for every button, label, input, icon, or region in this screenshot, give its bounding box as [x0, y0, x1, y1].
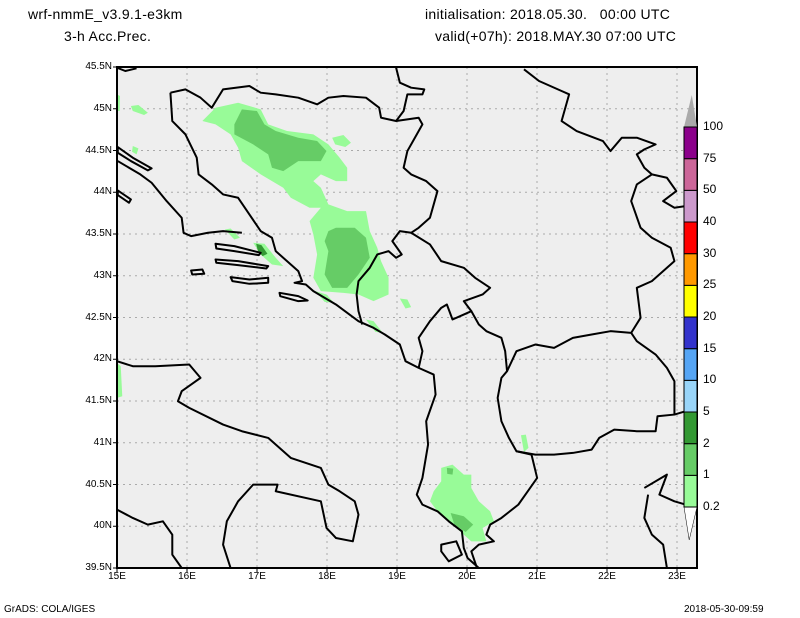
- colorbar-label: 10: [703, 372, 717, 387]
- border-albania-greece: [471, 455, 537, 568]
- footer-credit: GrADS: COLA/IGES: [4, 604, 96, 615]
- lat-label: 40N: [93, 520, 112, 532]
- coastline-italy: [117, 361, 358, 568]
- lon-label: 16E: [178, 571, 196, 582]
- lat-label: 44N: [93, 186, 112, 198]
- lon-label: 20E: [458, 571, 476, 582]
- precip-medium: [234, 109, 474, 532]
- precip-area: [130, 105, 148, 116]
- colorbar: [683, 95, 698, 541]
- precip-area: [520, 434, 529, 452]
- colorbar-label: 1: [703, 467, 710, 482]
- lat-label: 43N: [93, 269, 112, 281]
- colorbar-label: 25: [703, 277, 717, 292]
- border-greece-north: [644, 475, 697, 508]
- coastlines-borders: [117, 68, 697, 568]
- colorbar-label: 50: [703, 182, 717, 197]
- colorbar-label: 20: [703, 309, 717, 323]
- colorbar-swatch: [683, 316, 698, 350]
- precip-area: [132, 146, 139, 155]
- colorbar-label: 40: [703, 214, 717, 228]
- precip-area: [450, 512, 474, 532]
- colorbar-swatch: [683, 126, 698, 160]
- lat-label: 40.5N: [85, 478, 112, 490]
- lon-label: 21E: [528, 571, 546, 582]
- border-montenegro: [357, 231, 412, 324]
- field-title: 3-h Acc.Prec.: [64, 28, 152, 44]
- precip-area: [234, 109, 327, 172]
- lat-label: 41N: [93, 436, 112, 448]
- lon-label: 17E: [248, 571, 266, 582]
- axis-ticks: [113, 66, 678, 572]
- colorbar-label: 100: [703, 119, 724, 133]
- lon-label: 23E: [668, 571, 686, 582]
- colorbar-swatch: [683, 474, 698, 508]
- border-macedonia: [507, 331, 674, 454]
- colorbar-label: 15: [703, 340, 717, 355]
- colorbar-swatch: [683, 379, 698, 413]
- island: [191, 269, 204, 274]
- border-serbia-romania: [524, 69, 656, 174]
- precip-area: [429, 464, 494, 542]
- lat-label: 44.5N: [85, 144, 112, 156]
- valid-time: valid(+07h): 2018.MAY.30 07:00 UTC: [435, 28, 677, 44]
- lon-label: 22E: [598, 571, 616, 582]
- island: [216, 244, 261, 255]
- colorbar-swatch: [683, 284, 698, 318]
- lat-label: 45.5N: [85, 61, 112, 72]
- island: [216, 259, 269, 268]
- precip-heavy: [256, 243, 268, 257]
- colorbar-swatch: [683, 443, 698, 476]
- border-croatia-serbia: [396, 68, 424, 121]
- colorbar-over-triangle: [684, 95, 697, 127]
- colorbar-swatch: [683, 348, 698, 381]
- precip-area: [117, 362, 123, 398]
- lat-label: 42.5N: [85, 311, 112, 323]
- precip-area: [256, 243, 268, 257]
- island: [231, 277, 269, 284]
- lat-label: 41.5N: [85, 395, 112, 406]
- border-bosnia-north: [170, 86, 437, 233]
- map-content: [117, 68, 697, 568]
- lon-label: 15E: [108, 571, 126, 582]
- lat-label: 39.5N: [85, 562, 112, 573]
- coastline: [117, 68, 137, 71]
- colorbar-label: 75: [703, 150, 717, 165]
- colorbar-label: 0.2: [703, 499, 720, 513]
- island-corfu: [441, 541, 462, 561]
- precip-area: [446, 467, 454, 475]
- coastline-italy-south: [117, 510, 182, 568]
- precip-area: [324, 227, 370, 288]
- precip-area: [332, 135, 351, 148]
- colorbar-swatch: [683, 189, 698, 223]
- footer-timestamp: 2018-05-30-09:59: [684, 604, 764, 615]
- colorbar-swatch: [683, 158, 698, 191]
- colorbar-swatch: [683, 221, 698, 255]
- init-time: initialisation: 2018.05.30. 00:00 UTC: [425, 6, 671, 22]
- coastline-greece: [644, 495, 667, 568]
- border-serbia-bulgaria: [631, 174, 697, 332]
- coastline-dalmatia: [118, 161, 242, 236]
- colorbar-label: 30: [703, 245, 717, 260]
- border-albania-east: [471, 311, 531, 454]
- colorbar-swatch: [683, 411, 698, 445]
- colorbar-swatch: [683, 253, 698, 286]
- precip-area: [366, 319, 383, 333]
- lon-label: 19E: [388, 571, 406, 582]
- lat-label: 43.5N: [85, 228, 112, 239]
- lat-label: 45N: [93, 102, 112, 114]
- precip-area: [399, 298, 412, 309]
- island: [279, 293, 307, 301]
- lon-label: 18E: [318, 571, 336, 582]
- model-title: wrf-nmmE_v3.9.1-e3km: [28, 6, 183, 22]
- colorbar-label: 5: [703, 404, 710, 418]
- lat-label: 42N: [93, 353, 112, 365]
- coastline-croatia: [170, 93, 478, 568]
- colorbar-label: 2: [703, 435, 710, 450]
